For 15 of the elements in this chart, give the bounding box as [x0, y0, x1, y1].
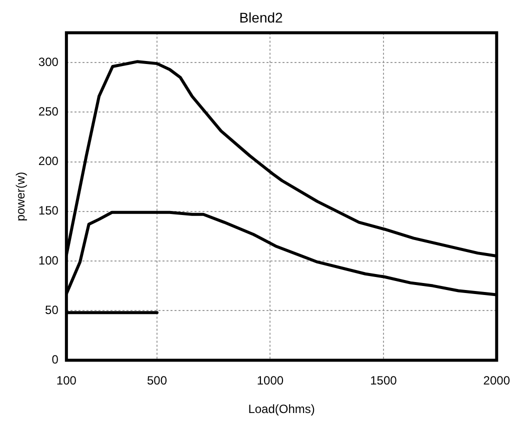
- x-tick-label: 500: [146, 374, 168, 388]
- x-tick-label: 2000: [483, 374, 510, 388]
- x-tick-label: 1000: [256, 374, 284, 388]
- y-tick-label: 200: [38, 154, 59, 168]
- y-tick-label: 100: [38, 253, 59, 268]
- y-tick-label: 250: [38, 104, 59, 118]
- x-tick-label: 100: [56, 374, 77, 388]
- chart-title: Blend2: [239, 9, 284, 26]
- y-tick-label: 150: [38, 204, 59, 218]
- y-axis-title: power(w): [14, 172, 28, 222]
- x-axis-title: Load(Ohms): [248, 402, 315, 416]
- y-tick-label: 300: [38, 54, 59, 69]
- y-tick-label: 50: [45, 302, 59, 317]
- x-tick-label: 1500: [370, 374, 398, 388]
- y-tick-label: 0: [52, 352, 59, 367]
